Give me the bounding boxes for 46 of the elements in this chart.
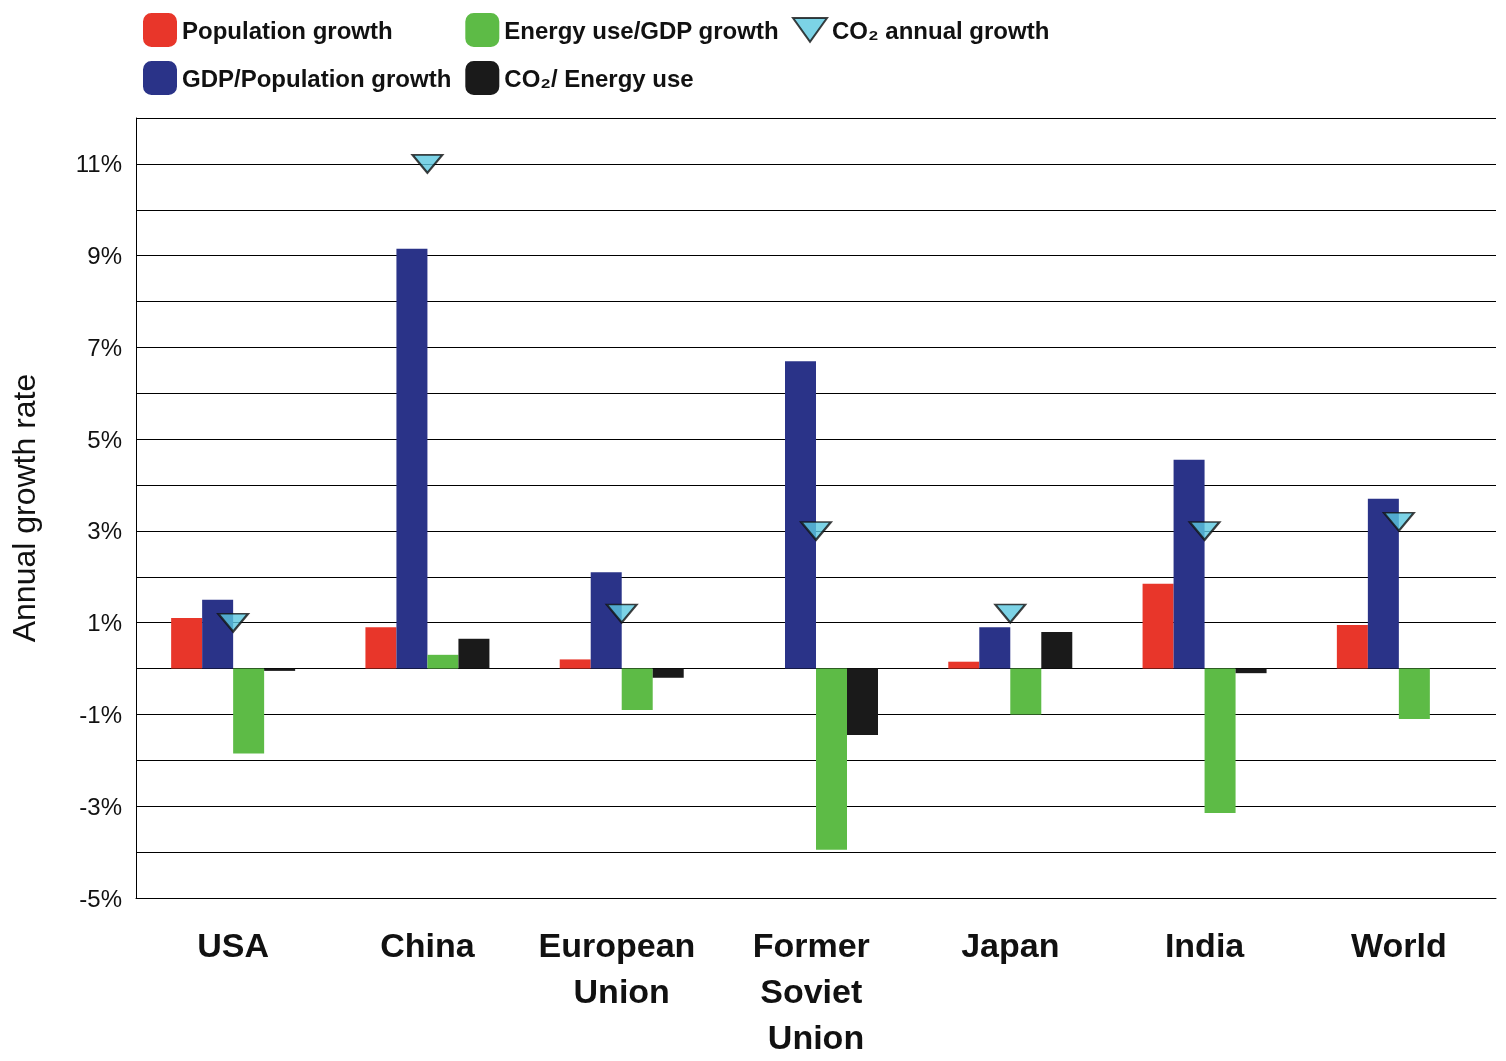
bar (1173, 459, 1205, 669)
y-tick-label: -3% (79, 792, 122, 820)
y-tick-label: 11% (75, 150, 122, 178)
bar (1010, 668, 1042, 715)
bar (365, 627, 397, 669)
y-tick-label: -5% (79, 884, 122, 912)
y-tick-label: 3% (87, 517, 122, 545)
y-tick-label: 7% (87, 333, 122, 361)
legend-label: Energy use/GDP growth (504, 16, 779, 44)
bar (559, 659, 591, 669)
legend-label: Population growth (182, 16, 393, 44)
x-tick-label: European Union (538, 926, 705, 1010)
bar (1336, 625, 1368, 669)
x-tick-label: China (380, 926, 476, 964)
legend-label: CO₂/ Energy use (504, 64, 694, 92)
bar (396, 248, 428, 669)
y-tick-label: 9% (87, 242, 122, 270)
bar (1142, 583, 1174, 669)
bar (652, 668, 684, 678)
bar (785, 361, 816, 669)
bar (427, 654, 459, 669)
bar (979, 627, 1011, 669)
x-tick-label: World (1351, 926, 1447, 964)
legend-label: CO₂ annual growth (832, 16, 1050, 44)
legend-label: GDP/Population growth (182, 64, 452, 92)
y-tick-label: 1% (87, 609, 122, 637)
bar (1398, 668, 1430, 720)
x-tick-label: USA (197, 926, 270, 964)
y-axis-title: Annual growth rate (6, 373, 42, 643)
bar (233, 668, 265, 754)
x-tick-label: Japan (961, 926, 1060, 964)
bar (171, 618, 203, 669)
x-tick-label: India (1164, 926, 1246, 964)
bar (202, 599, 234, 669)
bar (847, 668, 878, 736)
bar (590, 572, 622, 669)
bar (458, 638, 490, 669)
bar (816, 668, 847, 850)
x-tick-label: Former Soviet Union (752, 926, 880, 1056)
y-tick-label: 5% (87, 425, 122, 453)
bar (1367, 498, 1399, 669)
y-tick-label: -1% (79, 700, 122, 728)
bar (948, 661, 980, 669)
bar (1204, 668, 1236, 814)
bar (1041, 631, 1073, 669)
bar (621, 668, 653, 710)
